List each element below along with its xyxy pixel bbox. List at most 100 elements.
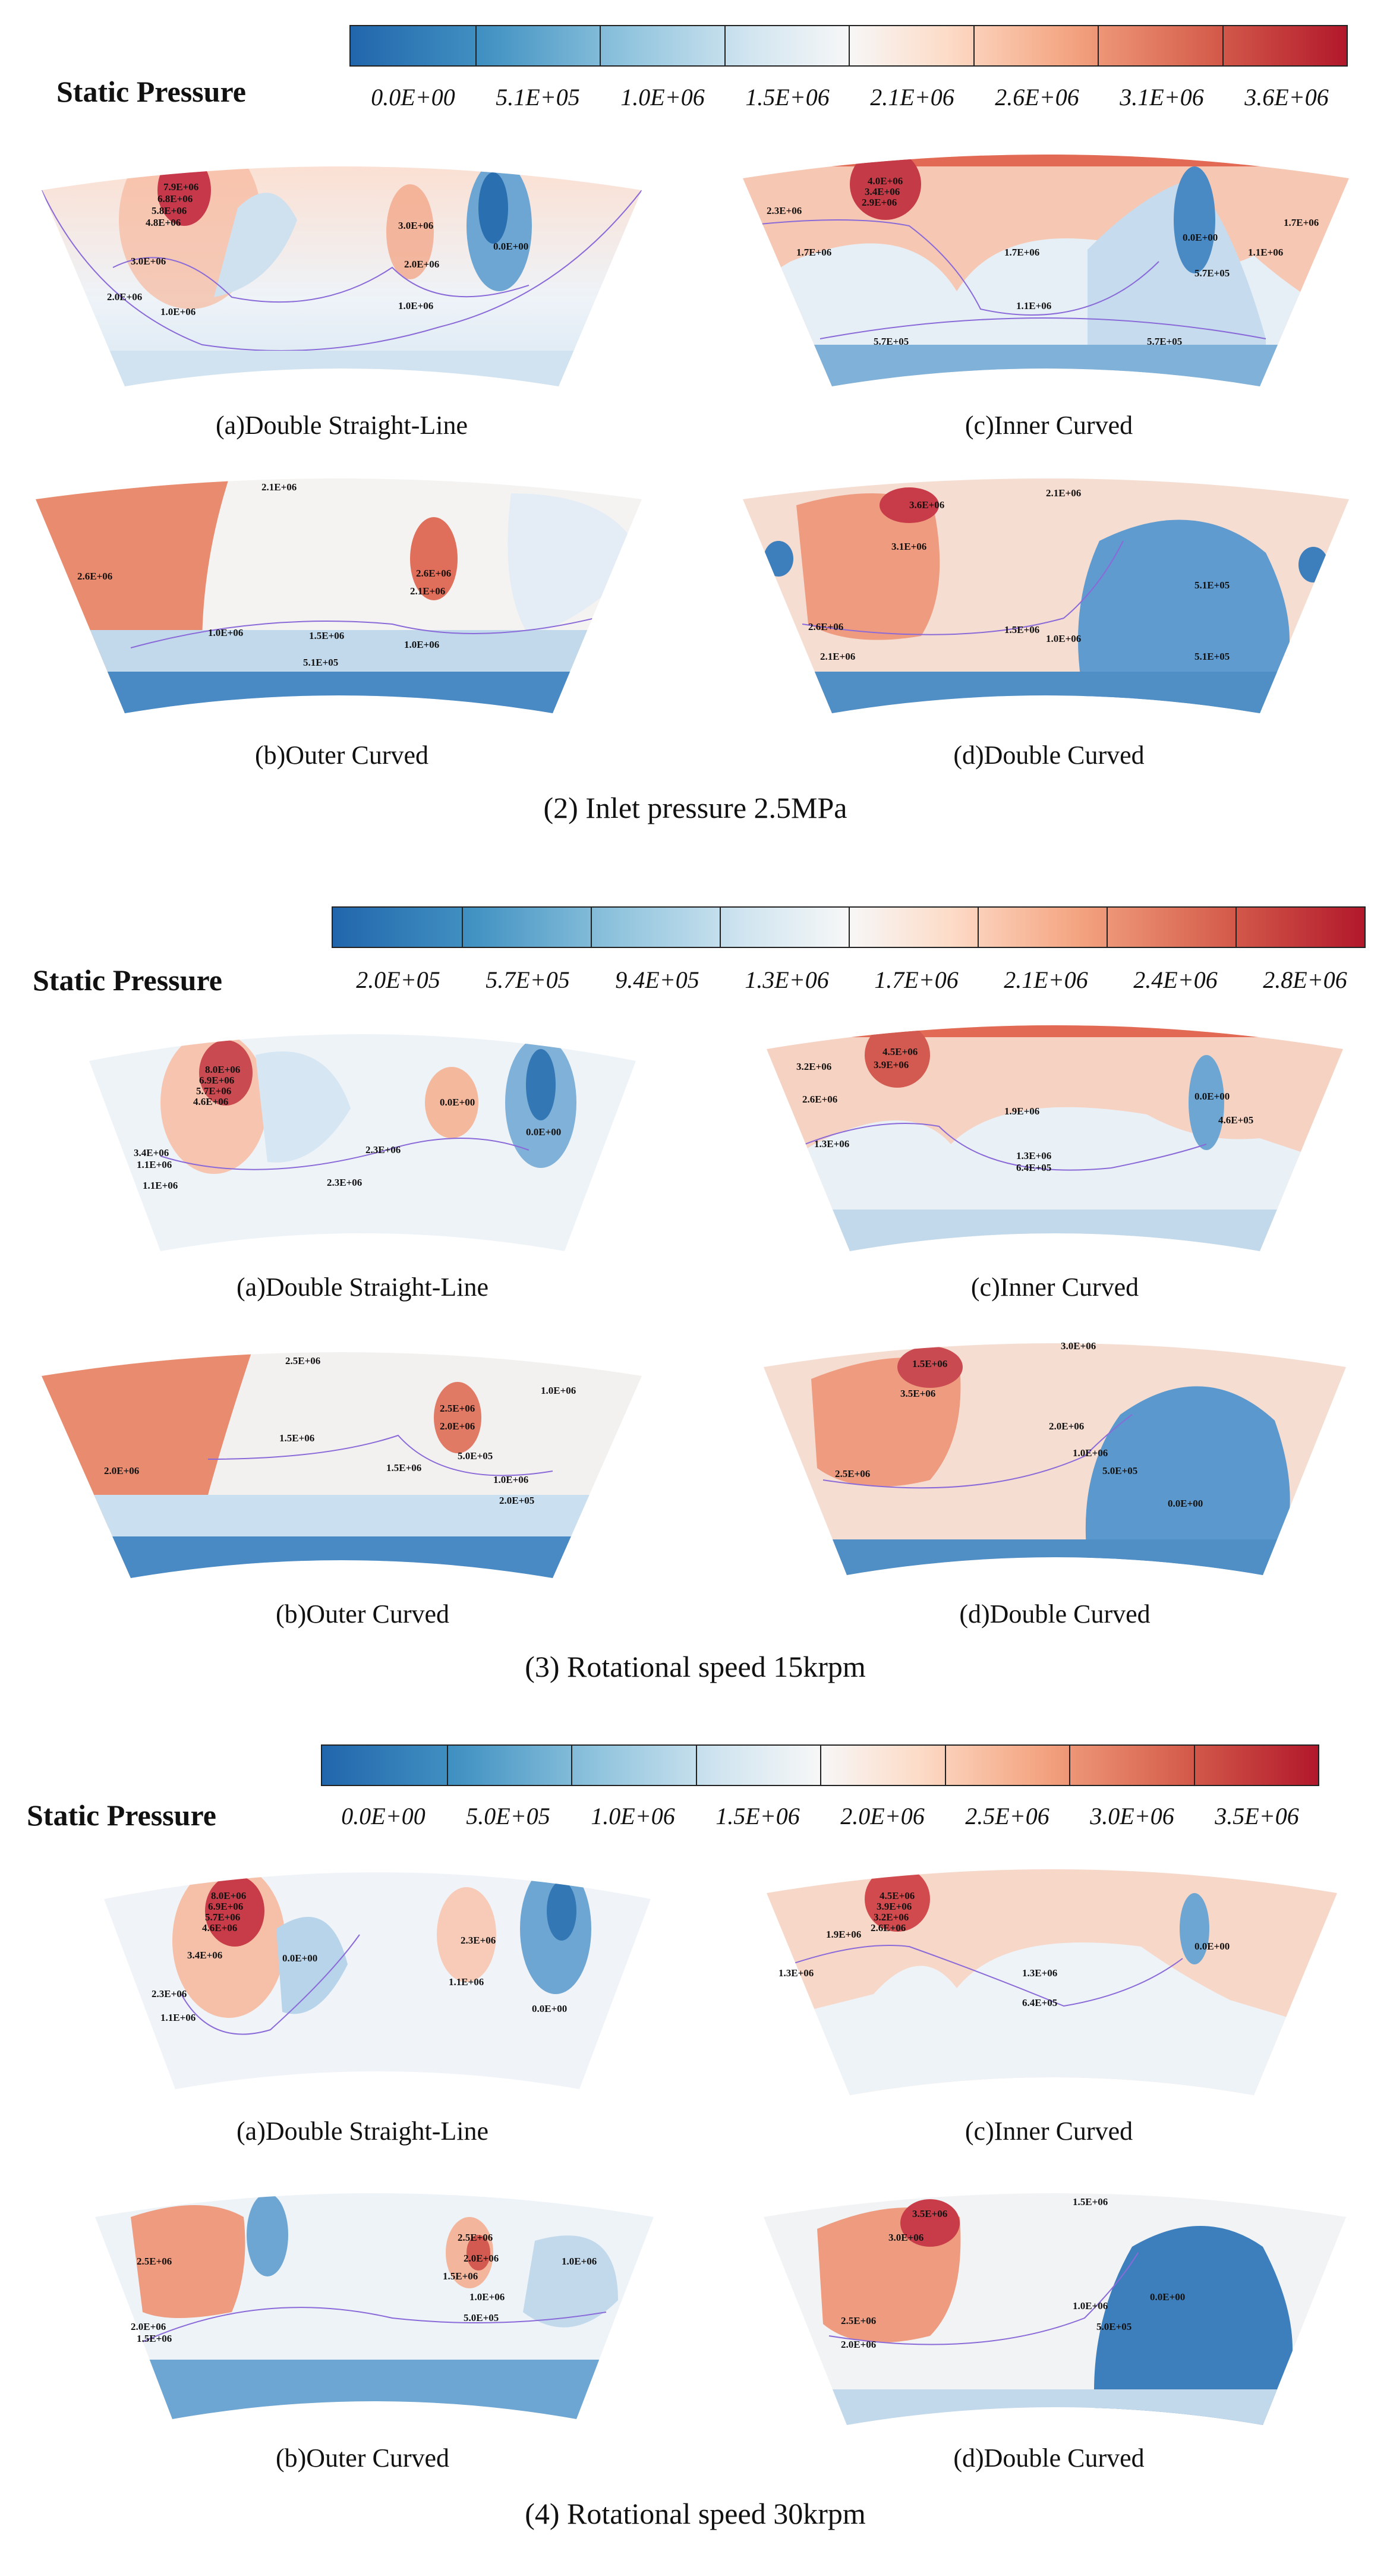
- contour-label: 3.4E+06: [187, 1950, 222, 1961]
- colorbar-tick: 3.0E+06: [1090, 1803, 1174, 1829]
- contour-label: 4.6E+05: [1218, 1114, 1253, 1126]
- contour-label: 0.0E+00: [1194, 1091, 1230, 1102]
- contour-label: 2.3E+06: [461, 1935, 496, 1946]
- colorbar-tick: 1.7E+06: [874, 966, 959, 993]
- contour-label: 2.0E+06: [107, 291, 142, 303]
- contour-label: 2.3E+06: [365, 1144, 401, 1155]
- colorbar-tick: 2.1E+06: [870, 84, 954, 111]
- colorbar-tick: 2.1E+06: [1004, 966, 1088, 993]
- contour-label: 3.1E+06: [891, 541, 926, 552]
- contour-label: 2.0E+06: [104, 1465, 139, 1476]
- contour-label: 1.0E+06: [208, 627, 243, 638]
- contour-label: 1.0E+06: [493, 1474, 528, 1485]
- contour-label: 3.6E+06: [909, 499, 944, 511]
- contour-panel: 1.5E+06 3.5E+06 3.0E+06 2.5E+06 2.0E+06 1.0E…: [764, 2193, 1346, 2425]
- contour-label: 3.2E+06: [874, 1911, 909, 1923]
- contour-label: 1.5E+06: [1004, 624, 1039, 635]
- colorbar-tick: 9.4E+05: [615, 966, 699, 993]
- contour-label: 4.5E+06: [880, 1890, 915, 1901]
- contour-label: 5.7E+05: [874, 336, 909, 347]
- contour-label: 5.0E+05: [458, 1450, 493, 1462]
- contour-label: 1.9E+06: [1004, 1106, 1039, 1117]
- contour-label: 1.0E+06: [398, 300, 433, 311]
- colorbar-tick: 1.0E+06: [620, 84, 705, 111]
- contour-label: 1.0E+06: [469, 2291, 505, 2303]
- contour-label: 0.0E+00: [1168, 1498, 1203, 1509]
- contour-panel: 4.0E+063.4E+062.9E+06 2.3E+06 1.7E+06 1.7E…: [743, 155, 1349, 386]
- contour-label: 1.9E+06: [826, 1929, 861, 1940]
- contour-label: 2.6E+06: [802, 1094, 837, 1105]
- contour-panel: 7.9E+066.8E+065.8E+064.8E+06 3.0E+06 3.0E…: [42, 166, 642, 386]
- contour-label: 1.7E+06: [1284, 217, 1319, 228]
- colorbar-tick: 3.1E+06: [1120, 84, 1204, 111]
- contour-label: 1.0E+06: [1073, 1447, 1108, 1459]
- contour-panel: 4.5E+063.9E+063.2E+062.6E+06 1.9E+061.3E…: [767, 1869, 1337, 2095]
- contour-label: 2.5E+06: [137, 2256, 172, 2267]
- contour-label: 0.0E+00: [526, 1126, 561, 1138]
- colorbar-tick: 0.0E+00: [371, 84, 455, 111]
- panel-caption: (a)Double Straight-Line: [237, 2117, 488, 2146]
- contour-label: 2.1E+06: [820, 651, 855, 662]
- panel-caption: (d)Double Curved: [953, 2443, 1145, 2473]
- contour-label: 2.3E+06: [327, 1177, 362, 1188]
- colorbar: [321, 1744, 1319, 1786]
- colorbar-tick: 5.1E+05: [496, 84, 580, 111]
- panel-caption: (c)Inner Curved: [965, 2117, 1133, 2146]
- contour-label: 1.0E+06: [1073, 2300, 1108, 2312]
- contour-label: 3.0E+06: [1061, 1340, 1096, 1352]
- contour-label: 2.9E+06: [862, 197, 897, 208]
- panel-caption: (d)Double Curved: [953, 741, 1145, 770]
- contour-label: 3.4E+06: [134, 1147, 169, 1158]
- contour-label: 1.5E+06: [309, 630, 344, 641]
- contour-label: 4.0E+06: [868, 175, 903, 187]
- contour-label: 1.3E+06: [1016, 1150, 1051, 1161]
- contour-label: 2.1E+06: [261, 481, 297, 493]
- colorbar-tick: 2.8E+06: [1263, 966, 1347, 993]
- colorbar-tick: 2.0E+06: [840, 1803, 925, 1829]
- contour-label: 5.1E+05: [1194, 651, 1230, 662]
- colorbar-tick: 5.7E+05: [486, 966, 570, 993]
- contour-label: 2.5E+06: [841, 2315, 876, 2326]
- contour-label: 3.0E+06: [131, 256, 166, 267]
- contour-label: 2.0E+06: [464, 2253, 499, 2264]
- colorbar-tick: 2.4E+06: [1133, 966, 1218, 993]
- colorbar-tick: 3.5E+06: [1215, 1803, 1299, 1829]
- contour-label: 1.1E+06: [137, 1159, 172, 1170]
- contour-panel: 4.5E+063.9E+063.2E+062.6E+06 1.9E+061.3E…: [767, 1025, 1343, 1251]
- contour-label: 2.5E+06: [440, 1403, 475, 1414]
- contour-label: 0.0E+00: [1194, 1941, 1230, 1952]
- contour-label: 2.5E+06: [835, 1468, 870, 1479]
- colorbar-tick: 2.0E+05: [356, 966, 440, 993]
- contour-label: 6.9E+06: [208, 1901, 243, 1912]
- contour-label: 2.0E+06: [1049, 1421, 1084, 1432]
- panel-caption: (c)Inner Curved: [965, 411, 1133, 440]
- contour-label: 1.3E+06: [814, 1138, 849, 1150]
- contour-label: 5.0E+05: [464, 2312, 499, 2323]
- panel-caption: (b)Outer Curved: [275, 1599, 450, 1629]
- contour-label: 5.7E+05: [1194, 267, 1230, 279]
- contour-label: 5.7E+05: [1147, 336, 1182, 347]
- colorbar-tick: 3.6E+06: [1244, 84, 1329, 111]
- contour-label: 4.6E+06: [202, 1922, 237, 1933]
- contour-label: 8.0E+06: [205, 1064, 240, 1075]
- contour-label: 2.0E+06: [404, 259, 439, 270]
- contour-label: 1.0E+06: [541, 1385, 576, 1396]
- colorbar-title: Static Pressure: [56, 75, 246, 108]
- contour-label: 2.6E+06: [416, 568, 451, 579]
- contour-label: 1.5E+06: [912, 1358, 947, 1369]
- contour-label: 2.5E+06: [458, 2232, 493, 2243]
- contour-label: 5.1E+05: [1194, 580, 1230, 591]
- contour-panel: 2.1E+06 2.6E+06 2.6E+06 2.1E+06 1.0E+06 1.5E…: [36, 478, 642, 713]
- colorbar-tick: 0.0E+00: [341, 1803, 425, 1829]
- contour-label: 1.1E+06: [449, 1976, 484, 1988]
- contour-label: 1.5E+06: [443, 2270, 478, 2282]
- contour-panel: 2.5E+06 2.5E+06 2.0E+06 1.5E+06 1.0E+06 5.0E…: [42, 1352, 642, 1578]
- contour-label: 1.0E+06: [160, 306, 196, 317]
- contour-label: 3.4E+06: [865, 186, 900, 197]
- contour-panel: 8.0E+066.9E+065.7E+064.6E+06 3.4E+06 0.0E…: [89, 1034, 636, 1251]
- panel-caption: (a)Double Straight-Line: [237, 1273, 488, 1302]
- contour-label: 0.0E+00: [440, 1097, 475, 1108]
- section-caption: (2) Inlet pressure 2.5MPa: [543, 791, 847, 824]
- contour-label: 4.6E+06: [193, 1096, 228, 1107]
- colorbar-tick: 2.6E+06: [995, 84, 1079, 111]
